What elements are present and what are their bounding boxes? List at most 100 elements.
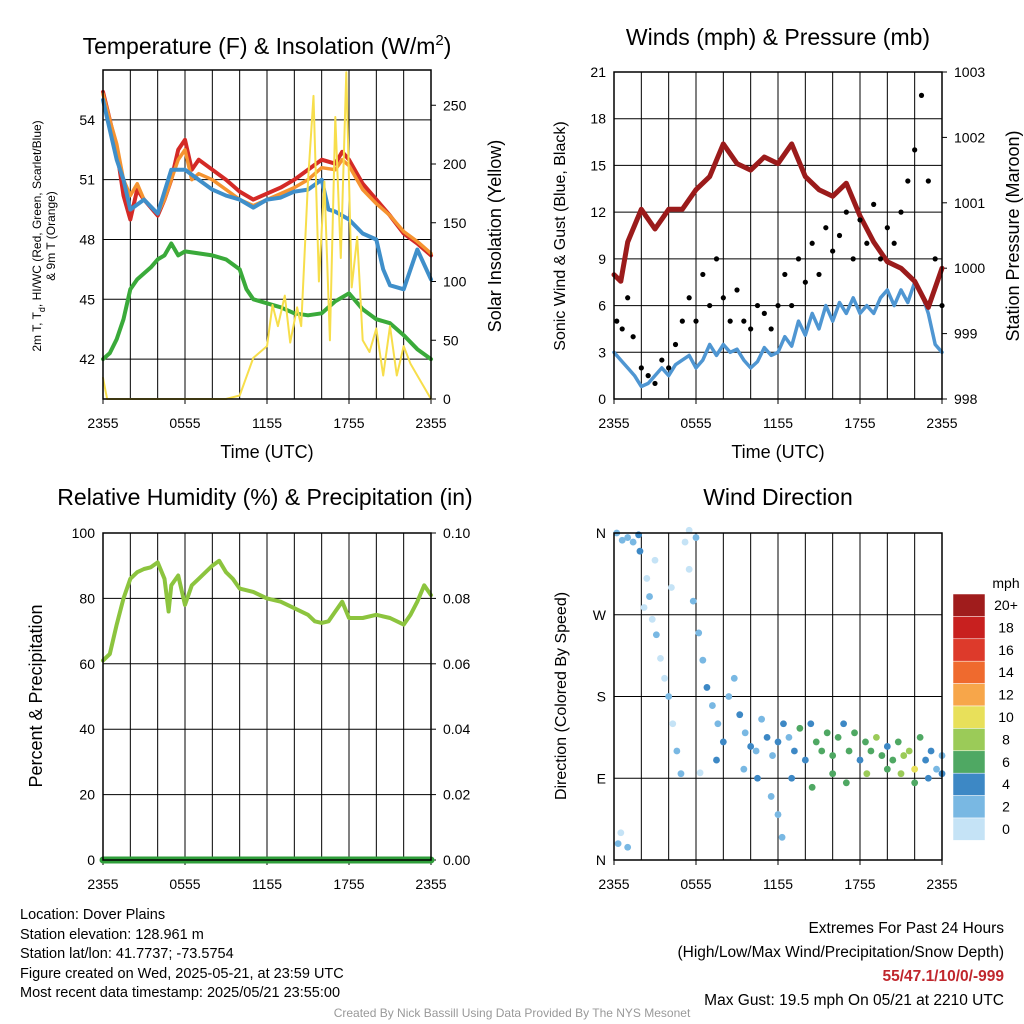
gust-point xyxy=(659,357,665,363)
gust-point xyxy=(638,365,644,371)
y-tick-label: E xyxy=(597,770,606,786)
temp-panel-title: Temperature (F) & Insolation (W/m2) xyxy=(83,32,452,59)
direction-point xyxy=(740,765,748,773)
direction-point xyxy=(685,565,693,573)
latlon-text: Station lat/lon: 41.7737; -73.5754 xyxy=(20,946,234,963)
direction-point xyxy=(640,604,648,611)
x-tick-label: 1155 xyxy=(252,876,282,892)
direction-point xyxy=(883,765,891,773)
plot-frame xyxy=(102,532,432,861)
y2-tick-label: 0.02 xyxy=(443,787,470,803)
x-tick-label: 0555 xyxy=(680,876,711,892)
gust-point xyxy=(925,178,931,184)
legend-label: 12 xyxy=(998,687,1014,703)
direction-point xyxy=(624,534,632,541)
x-tick-label: 1755 xyxy=(333,876,364,892)
direction-point xyxy=(889,756,897,764)
wind-y-label: Sonic Wind & Gust (Blue, Black) xyxy=(552,121,569,350)
gust-point xyxy=(666,365,672,371)
legend-swatch xyxy=(952,728,986,752)
gust-point xyxy=(619,326,625,332)
gust-point xyxy=(741,318,747,324)
direction-point xyxy=(767,793,775,800)
y2-tick-label: 0.00 xyxy=(443,852,470,868)
y-tick-label: 60 xyxy=(79,656,95,672)
temp-y2-label: Solar Insolation (Yellow) xyxy=(485,140,505,332)
dir-legend-title: mph xyxy=(992,575,1019,591)
direction-point xyxy=(747,743,755,750)
legend-label: 6 xyxy=(1002,754,1010,770)
legend-swatch xyxy=(952,705,986,729)
y2-tick-label: 1003 xyxy=(954,64,985,80)
created-text: Figure created on Wed, 2025-05-21, at 23… xyxy=(20,965,344,982)
legend-swatch xyxy=(952,750,986,774)
gust-point xyxy=(905,178,911,184)
direction-point xyxy=(681,538,689,546)
gust-point xyxy=(918,92,925,98)
y2-tick-label: 200 xyxy=(443,156,467,172)
gust-point xyxy=(630,334,636,340)
legend-swatch xyxy=(952,593,986,617)
y-tick-label: 0 xyxy=(598,391,606,407)
y-tick-label: 80 xyxy=(79,590,95,606)
gust-point xyxy=(850,256,856,262)
direction-point xyxy=(873,733,880,741)
extremes-values: 55/47.1/10/0/-999 xyxy=(882,968,1004,985)
direction-point xyxy=(661,674,668,682)
gust-point xyxy=(672,341,679,348)
x-tick-label: 1755 xyxy=(844,415,875,431)
direction-point xyxy=(713,756,720,764)
gust-point xyxy=(802,279,808,285)
direction-point xyxy=(754,774,761,782)
direction-point xyxy=(643,575,651,582)
direction-point xyxy=(714,720,722,728)
gust-point xyxy=(898,209,904,215)
dir-panel-title: Wind Direction xyxy=(703,484,853,510)
direction-point xyxy=(905,747,913,755)
y2-tick-label: 0.08 xyxy=(443,590,470,606)
y-tick-label: 21 xyxy=(590,64,606,80)
gust-point xyxy=(686,295,692,301)
direction-point xyxy=(785,733,793,741)
wind-x-label: Time (UTC) xyxy=(731,442,824,462)
direction-point xyxy=(699,656,707,664)
gust-point xyxy=(768,326,774,332)
gust-point xyxy=(864,240,870,246)
gust-point xyxy=(761,310,767,316)
y2-tick-label: 50 xyxy=(443,332,459,348)
legend-label: 16 xyxy=(998,642,1014,658)
series-temp9m xyxy=(101,92,433,256)
y2-tick-label: 1000 xyxy=(954,260,985,276)
y2-tick-label: 100 xyxy=(443,274,467,290)
direction-point xyxy=(741,729,749,737)
legend-label: 14 xyxy=(998,664,1014,680)
gust-point xyxy=(727,318,733,324)
y-tick-label: 6 xyxy=(598,298,606,314)
gust-point xyxy=(884,225,890,231)
plot-frame xyxy=(102,69,432,400)
rh-y-label: Percent & Precipitation xyxy=(26,604,46,787)
direction-point xyxy=(736,711,744,719)
gust-point xyxy=(700,271,706,278)
gust-point xyxy=(713,256,720,262)
temp-y-label-2: & 9m T (Orange) xyxy=(44,191,58,281)
y-tick-label: 15 xyxy=(590,157,606,173)
gust-point xyxy=(843,209,849,215)
direction-point xyxy=(673,747,681,755)
direction-point xyxy=(685,526,693,534)
direction-point xyxy=(677,770,685,778)
direction-point xyxy=(911,779,919,787)
y2-tick-label: 0.06 xyxy=(443,656,470,672)
direction-point xyxy=(774,811,782,818)
gust-point xyxy=(789,302,795,309)
direction-point xyxy=(618,536,626,544)
y-tick-label: 42 xyxy=(79,351,95,367)
station-info: Location: Dover Plains Station elevation… xyxy=(20,906,344,1004)
direction-point xyxy=(752,747,760,755)
direction-point xyxy=(665,693,673,700)
direction-point xyxy=(725,693,733,700)
direction-point xyxy=(924,774,932,782)
temp-x-label: Time (UTC) xyxy=(220,442,313,462)
direction-point xyxy=(845,747,853,755)
